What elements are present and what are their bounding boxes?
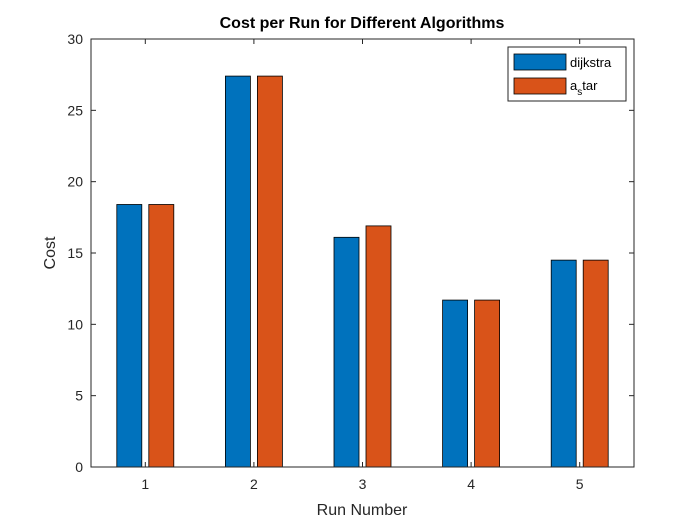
legend: dijkstra astar — [507, 46, 627, 102]
y-tick-label: 25 — [67, 102, 83, 118]
y-tick-label: 5 — [75, 388, 83, 404]
y-tick-label: 0 — [75, 459, 83, 475]
bar-dijkstra-run-4 — [442, 299, 469, 468]
x-tick-label: 5 — [576, 476, 584, 492]
y-tick-label: 20 — [67, 174, 83, 190]
ticks-layer: 1 2 3 4 5 0 5 10 15 20 25 30 — [67, 31, 634, 492]
y-tick-label: 30 — [67, 31, 83, 47]
bar-astar-run-3 — [365, 225, 392, 468]
x-tick-label: 4 — [467, 476, 475, 492]
bar-dijkstra-run-2 — [224, 75, 251, 468]
bars-layer — [116, 75, 609, 468]
bar-dijkstra-run-3 — [333, 236, 360, 468]
bar-dijkstra-run-1 — [116, 204, 143, 468]
x-axis-label: Run Number — [317, 502, 408, 519]
bar-astar-run-1 — [148, 204, 175, 468]
x-tick-label: 3 — [359, 476, 367, 492]
x-tick-label: 2 — [250, 476, 258, 492]
legend-swatch-dijkstra — [513, 53, 567, 71]
y-tick-label: 10 — [67, 316, 83, 332]
y-tick-label: 15 — [67, 245, 83, 261]
legend-swatch-astar — [513, 77, 567, 95]
x-tick-label: 1 — [141, 476, 149, 492]
legend-label-dijkstra: dijkstra — [570, 55, 612, 70]
bar-astar-run-4 — [474, 299, 501, 468]
chart-title: Cost per Run for Different Algorithms — [220, 15, 505, 32]
y-axis-label: Cost — [42, 236, 59, 269]
bar-astar-run-2 — [256, 75, 283, 468]
bar-astar-run-5 — [582, 259, 609, 468]
bar-dijkstra-run-5 — [550, 259, 577, 468]
legend-label-astar: astar — [570, 78, 598, 98]
